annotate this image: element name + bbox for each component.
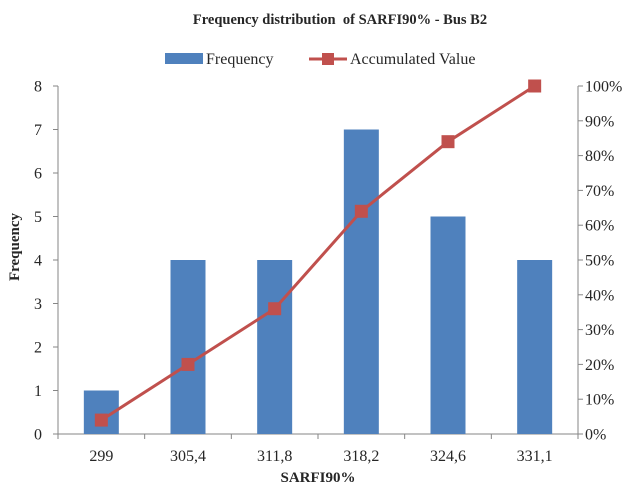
accumulated-marker (268, 302, 282, 316)
y-axis-title: Frequency (7, 212, 23, 281)
y2-tick-label: 100% (585, 79, 622, 96)
x-tick-label: 324,6 (430, 448, 466, 465)
accumulated-marker (94, 413, 108, 427)
y-tick-label: 3 (34, 296, 42, 313)
x-tick-label: 331,1 (517, 448, 553, 465)
accumulated-marker (441, 135, 455, 149)
bar (430, 216, 466, 434)
y-tick-label: 1 (34, 383, 42, 400)
y-tick-label: 0 (34, 427, 42, 444)
accumulated-marker (181, 357, 195, 371)
y2-tick-label: 10% (585, 392, 614, 409)
y-tick-label: 5 (34, 209, 42, 226)
y2-tick-label: 0% (585, 427, 606, 444)
x-axis-title: SARFI90% (280, 470, 355, 486)
x-tick-label: 305,4 (170, 448, 206, 465)
legend-accumulated-marker (322, 53, 334, 65)
bar (170, 260, 206, 434)
y2-tick-label: 80% (585, 148, 614, 165)
plot-area: 0123456780%10%20%30%40%50%60%70%80%90%10… (34, 79, 622, 466)
y2-tick-label: 40% (585, 287, 614, 304)
y-tick-label: 6 (34, 166, 42, 183)
chart-title: Frequency distribution of SARFI90% - Bus… (193, 12, 487, 28)
legend-accumulated-label: Accumulated Value (350, 51, 475, 68)
y2-tick-label: 90% (585, 113, 614, 130)
bar (343, 129, 379, 434)
y2-tick-label: 20% (585, 357, 614, 374)
y2-tick-label: 50% (585, 253, 614, 270)
y-tick-label: 2 (34, 340, 42, 357)
y2-tick-label: 70% (585, 183, 614, 200)
bar (517, 260, 553, 434)
y-tick-label: 8 (34, 79, 42, 96)
x-tick-label: 299 (89, 448, 113, 465)
x-tick-label: 311,8 (257, 448, 292, 465)
accumulated-marker (528, 79, 542, 93)
y-tick-label: 7 (34, 122, 42, 139)
accumulated-marker (354, 204, 368, 218)
accumulated-line (100, 84, 536, 422)
legend-frequency-swatch (165, 53, 203, 64)
legend-frequency-label: Frequency (206, 51, 274, 68)
y2-tick-label: 60% (585, 218, 614, 235)
y2-tick-label: 30% (585, 322, 614, 339)
x-tick-label: 318,2 (343, 448, 379, 465)
bar (257, 260, 293, 434)
legend: Frequency Accumulated Value (165, 51, 475, 68)
y-tick-label: 4 (34, 253, 42, 270)
